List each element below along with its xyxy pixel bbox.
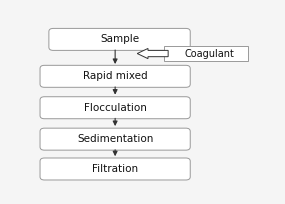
FancyBboxPatch shape: [40, 65, 190, 87]
Text: Sedimentation: Sedimentation: [77, 134, 153, 144]
Text: Flocculation: Flocculation: [84, 103, 146, 113]
Text: Sample: Sample: [100, 34, 139, 44]
FancyBboxPatch shape: [49, 28, 190, 50]
Text: Filtration: Filtration: [92, 164, 138, 174]
FancyBboxPatch shape: [40, 97, 190, 119]
Text: Coagulant: Coagulant: [185, 49, 235, 59]
FancyBboxPatch shape: [40, 158, 190, 180]
Polygon shape: [137, 48, 168, 59]
FancyBboxPatch shape: [164, 47, 248, 61]
Text: Rapid mixed: Rapid mixed: [83, 71, 147, 81]
FancyBboxPatch shape: [40, 128, 190, 150]
